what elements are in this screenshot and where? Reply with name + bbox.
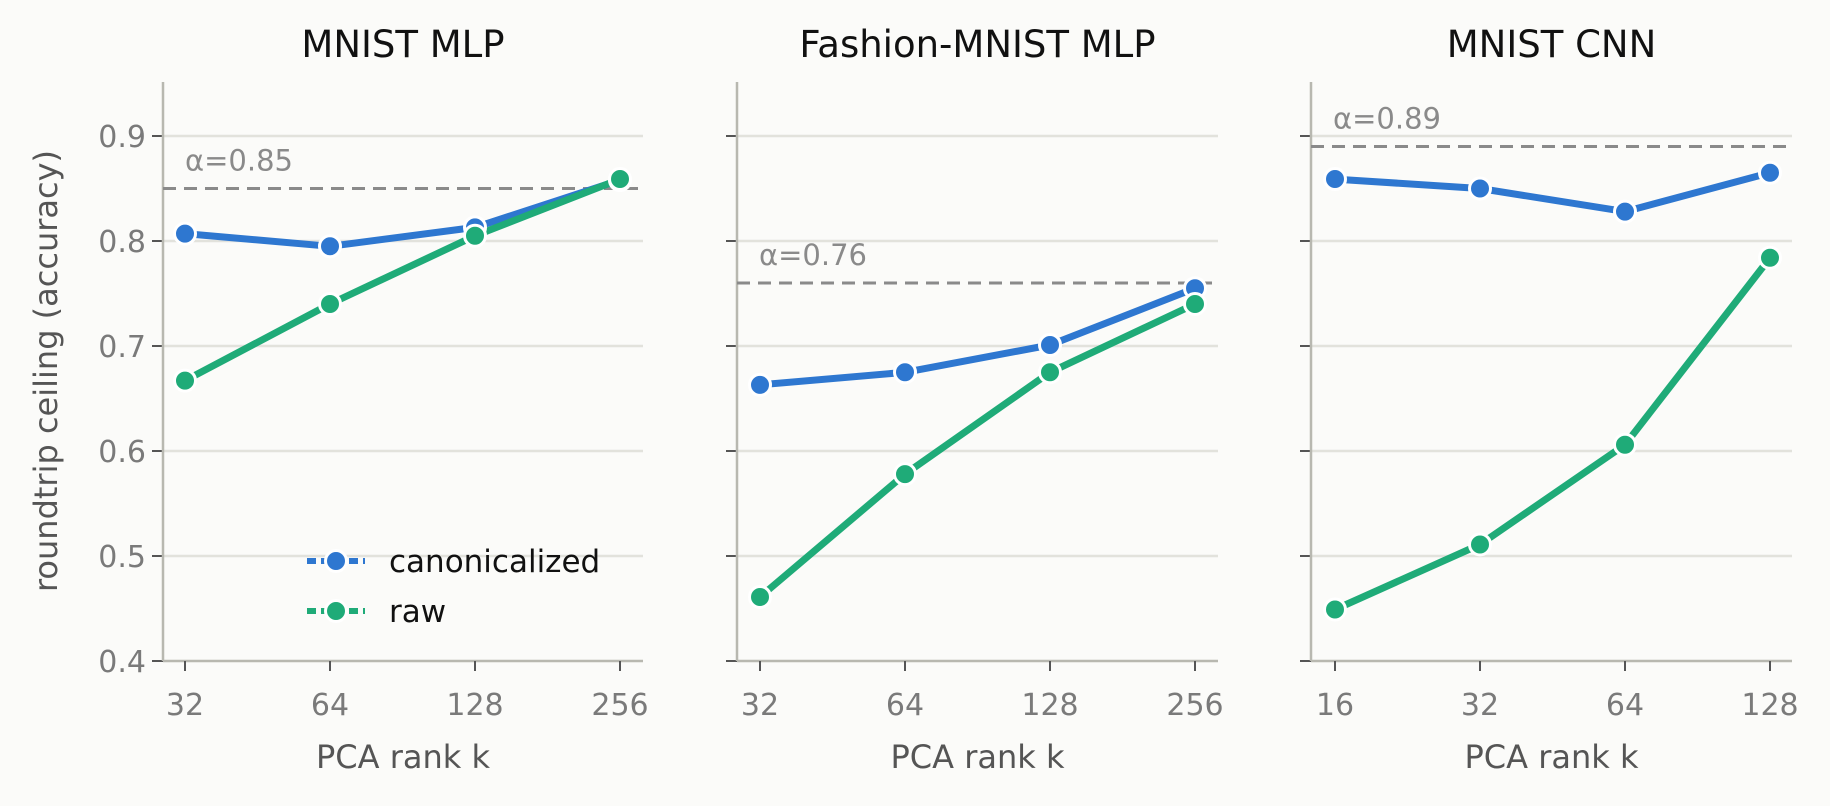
x-tick-label: 32	[1461, 688, 1499, 723]
data-point-canonicalized	[1038, 332, 1062, 357]
y-tick-label: 0.7	[98, 330, 146, 365]
chart-title: MNIST CNN	[1447, 23, 1657, 66]
panel-3: 16 32 64 128 α=0.89 MNIST CNN PCA rank k	[1300, 23, 1799, 776]
data-point-canonicalized	[318, 234, 342, 259]
panel-1: 0.4 0.5 0.6 0.7 0.8 0.9 32 64 128 256 α=0.85 MNIST …	[27, 23, 649, 776]
y-tick-label: 0.5	[98, 540, 146, 575]
data-point-canonicalized	[748, 372, 772, 397]
x-tick-label: 128	[1741, 688, 1798, 723]
x-tick-label: 256	[1166, 688, 1223, 723]
data-point-canonicalized	[1323, 167, 1347, 192]
x-tick-label: 256	[591, 688, 648, 723]
x-tick-label: 32	[166, 688, 204, 723]
legend-marker-canonicalized	[324, 549, 348, 573]
data-point-canonicalized	[1613, 199, 1637, 224]
x-tick-label: 16	[1316, 688, 1354, 723]
data-point-raw	[748, 584, 772, 609]
data-point-raw	[463, 223, 487, 248]
y-tick-label: 0.4	[98, 645, 146, 680]
data-point-canonicalized	[1468, 176, 1492, 201]
reference-label: α=0.85	[185, 144, 293, 178]
data-point-raw	[1183, 292, 1207, 316]
x-axis-label: PCA rank k	[1465, 738, 1639, 776]
legend-label-canonicalized: canonicalized	[389, 544, 600, 580]
y-tick-label: 0.6	[98, 435, 146, 470]
series-line-canonicalized	[756, 284, 1199, 389]
x-tick-label: 64	[886, 688, 924, 723]
data-point-canonicalized	[173, 221, 197, 246]
x-tick-label: 32	[741, 688, 779, 723]
data-point-raw	[1613, 432, 1637, 457]
series-line-raw	[756, 300, 1199, 601]
x-tick-label: 64	[1606, 688, 1644, 723]
panel-2: 32 64 128 256 α=0.76 Fashion-MNIST MLP PCA ran…	[726, 23, 1224, 776]
legend: canonicalized raw	[307, 544, 600, 630]
series-line-raw	[1331, 254, 1774, 613]
data-point-raw	[1468, 532, 1492, 557]
legend-label-raw: raw	[389, 594, 446, 630]
reference-label: α=0.76	[759, 238, 867, 272]
data-point-raw	[608, 167, 632, 192]
x-tick-label: 64	[311, 688, 349, 723]
data-point-raw	[893, 462, 917, 487]
data-point-raw	[1758, 245, 1782, 270]
data-point-raw	[1323, 597, 1347, 622]
y-axis-label: roundtrip ceiling (accuracy)	[27, 150, 65, 592]
data-point-raw	[1038, 360, 1062, 385]
legend-marker-raw	[324, 599, 348, 623]
series-line-raw	[181, 175, 624, 385]
x-axis-label: PCA rank k	[316, 738, 490, 776]
reference-label: α=0.89	[1333, 102, 1441, 136]
data-point-raw	[318, 292, 342, 316]
data-point-raw	[173, 368, 197, 393]
series-line-canonicalized	[1331, 169, 1774, 216]
chart-title: Fashion-MNIST MLP	[799, 23, 1155, 66]
data-point-canonicalized	[1758, 160, 1782, 185]
series-line-canonicalized	[181, 176, 624, 250]
y-tick-label: 0.8	[98, 225, 146, 260]
chart-title: MNIST MLP	[301, 23, 504, 66]
data-point-canonicalized	[893, 360, 917, 385]
x-tick-label: 128	[446, 688, 503, 723]
x-tick-label: 128	[1021, 688, 1078, 723]
y-tick-label: 0.9	[98, 120, 146, 155]
x-axis-label: PCA rank k	[891, 738, 1065, 776]
